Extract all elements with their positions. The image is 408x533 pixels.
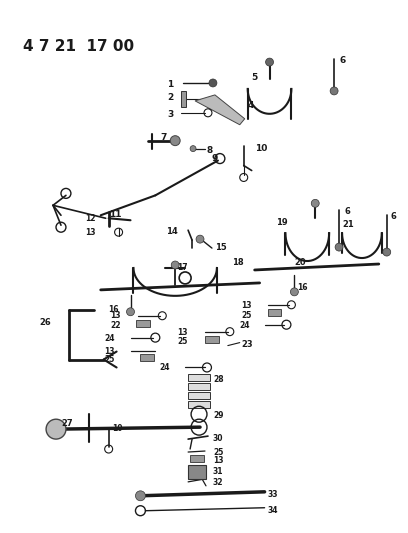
Text: 24: 24 (239, 321, 250, 330)
Text: 6: 6 (344, 207, 350, 216)
Circle shape (209, 79, 217, 87)
Text: 30: 30 (213, 434, 224, 443)
Text: 19: 19 (276, 218, 287, 227)
Bar (188, 465, 206, 479)
Text: 24: 24 (160, 364, 170, 373)
Bar (205, 336, 219, 343)
Text: 21: 21 (342, 220, 354, 229)
Text: 34: 34 (268, 506, 278, 515)
Text: 20: 20 (295, 258, 306, 267)
Text: 8: 8 (207, 146, 213, 155)
Text: 4 7 21  17 00: 4 7 21 17 00 (23, 39, 134, 54)
Circle shape (190, 146, 196, 151)
Bar (188, 383, 210, 390)
Text: 1: 1 (167, 80, 173, 89)
Text: 6: 6 (339, 56, 345, 65)
Text: 11: 11 (109, 211, 121, 219)
Text: 9: 9 (211, 154, 218, 163)
Text: 12: 12 (85, 214, 96, 223)
Circle shape (335, 243, 343, 251)
Text: 3: 3 (167, 110, 173, 119)
Text: 13: 13 (177, 328, 188, 337)
Text: 16: 16 (297, 283, 308, 292)
Circle shape (135, 491, 145, 501)
Text: 25: 25 (104, 354, 115, 364)
Text: 31: 31 (213, 467, 224, 476)
Text: 22: 22 (110, 321, 121, 330)
Text: 13: 13 (104, 346, 115, 356)
Bar (181, 91, 186, 107)
Text: 5: 5 (251, 73, 257, 82)
Circle shape (311, 199, 319, 207)
Text: 26: 26 (39, 318, 51, 327)
Bar (268, 309, 282, 316)
Text: 15: 15 (215, 243, 227, 252)
Text: 33: 33 (268, 490, 278, 499)
Circle shape (383, 248, 391, 256)
Text: 25: 25 (213, 448, 223, 457)
Text: 32: 32 (213, 478, 224, 487)
Text: 24: 24 (104, 334, 115, 343)
Circle shape (330, 87, 338, 95)
Bar (188, 375, 210, 382)
Text: 7: 7 (160, 133, 167, 142)
Bar (140, 353, 154, 360)
Bar (136, 320, 151, 327)
Bar (188, 401, 210, 408)
Text: 4: 4 (248, 101, 254, 110)
Circle shape (266, 58, 273, 66)
Text: 6: 6 (391, 212, 397, 221)
Text: 16: 16 (108, 305, 119, 314)
Text: 23: 23 (242, 340, 253, 349)
Text: 13: 13 (241, 301, 252, 310)
Text: 27: 27 (61, 419, 73, 428)
Text: 29: 29 (213, 411, 224, 420)
Text: 10: 10 (255, 144, 267, 152)
Circle shape (290, 288, 298, 296)
Text: 17: 17 (177, 263, 188, 272)
Text: 13: 13 (110, 311, 121, 320)
Circle shape (170, 136, 180, 146)
Bar (188, 392, 210, 399)
Bar (190, 455, 204, 462)
Text: 28: 28 (213, 375, 224, 384)
Text: 14: 14 (166, 227, 178, 236)
Polygon shape (195, 95, 245, 125)
Text: 2: 2 (167, 93, 173, 102)
Text: 25: 25 (241, 311, 252, 320)
Circle shape (126, 308, 135, 316)
Text: 13: 13 (85, 228, 96, 237)
Text: 18: 18 (232, 258, 244, 267)
Circle shape (46, 419, 66, 439)
Circle shape (171, 261, 179, 269)
Text: 10: 10 (113, 424, 123, 433)
Circle shape (196, 235, 204, 243)
Text: 25: 25 (178, 337, 188, 345)
Text: 13: 13 (213, 456, 224, 465)
